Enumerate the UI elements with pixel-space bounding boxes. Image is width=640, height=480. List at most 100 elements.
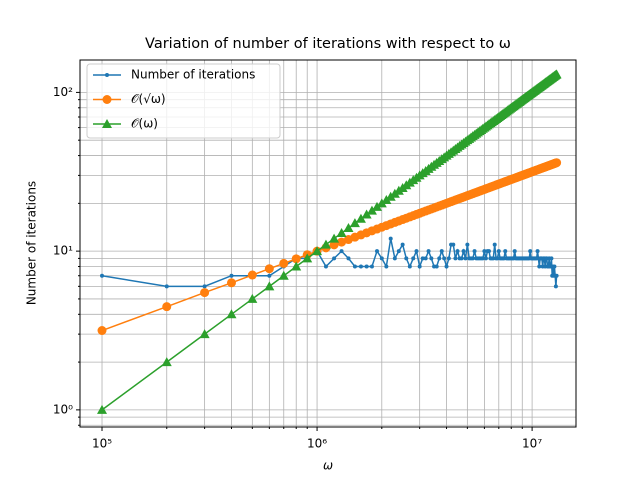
marker-dot xyxy=(480,256,485,261)
marker-triangle xyxy=(161,357,172,367)
marker-dot xyxy=(483,256,488,261)
marker-circle xyxy=(279,258,289,268)
marker-dot xyxy=(323,264,328,269)
marker-dot xyxy=(470,256,475,261)
marker-dot xyxy=(375,249,380,254)
marker-circle xyxy=(102,95,112,104)
marker-circle xyxy=(337,237,347,247)
marker-dot xyxy=(364,264,369,269)
marker-dot xyxy=(453,256,458,261)
marker-dot xyxy=(442,256,447,261)
marker-triangle xyxy=(97,404,108,414)
marker-circle xyxy=(329,240,339,250)
marker-dot xyxy=(164,284,169,289)
marker-dot xyxy=(446,256,451,261)
marker-dot xyxy=(411,256,416,261)
marker-triangle xyxy=(381,194,392,204)
legend-label: 𝒪(√ω) xyxy=(131,92,166,106)
marker-circle xyxy=(291,254,301,264)
marker-dot xyxy=(444,264,449,269)
marker-triangle xyxy=(376,198,387,208)
marker-circle xyxy=(247,270,257,280)
marker-dot xyxy=(472,249,477,254)
y-tick-label: 10⁰ xyxy=(53,402,73,416)
marker-dot xyxy=(465,242,470,247)
marker-dot xyxy=(384,264,389,269)
marker-triangle xyxy=(199,329,210,339)
marker-circle xyxy=(162,302,172,312)
marker-dot xyxy=(434,264,439,269)
marker-triangle xyxy=(264,281,275,291)
marker-triangle xyxy=(355,213,366,223)
marker-dot xyxy=(407,264,412,269)
marker-dot xyxy=(346,256,351,261)
marker-dot xyxy=(267,273,272,278)
marker-dot xyxy=(437,256,442,261)
marker-dot xyxy=(400,242,405,247)
marker-dot xyxy=(439,249,444,254)
marker-circle xyxy=(264,264,274,274)
plot-area xyxy=(97,69,562,414)
y-tick-label: 10¹ xyxy=(53,244,73,258)
y-axis-label: Number of iterations xyxy=(25,181,39,305)
marker-dot xyxy=(461,249,466,254)
marker-triangle xyxy=(312,246,323,256)
legend-label: 𝒪(ω) xyxy=(131,117,158,131)
marker-dot xyxy=(369,264,374,269)
marker-dot xyxy=(528,249,533,254)
marker-triangle xyxy=(320,239,331,249)
marker-dot xyxy=(105,73,109,77)
x-tick-label: 10⁶ xyxy=(307,437,327,451)
marker-triangle xyxy=(226,309,237,319)
marker-circle xyxy=(552,158,562,168)
axes-frame xyxy=(79,59,577,428)
marker-dot xyxy=(496,249,501,254)
marker-triangle xyxy=(343,222,354,232)
marker-triangle xyxy=(247,293,258,303)
marker-dot xyxy=(463,256,468,261)
marker-dot xyxy=(388,236,393,241)
marker-dot xyxy=(417,264,422,269)
marker-dot xyxy=(459,256,464,261)
marker-circle xyxy=(200,288,210,298)
marker-dot xyxy=(358,264,363,269)
marker-triangle xyxy=(361,209,372,219)
marker-dot xyxy=(455,249,460,254)
x-tick-label: 10⁷ xyxy=(522,437,542,451)
legend-box xyxy=(86,63,281,139)
marker-dot xyxy=(423,256,428,261)
y-tick-label: 10² xyxy=(53,85,73,99)
marker-dot xyxy=(396,249,401,254)
marker-dot xyxy=(332,256,337,261)
marker-triangle xyxy=(372,201,383,211)
marker-dot xyxy=(426,249,431,254)
marker-dot xyxy=(486,249,491,254)
x-tick-label: 10⁵ xyxy=(92,437,112,451)
marker-dot xyxy=(492,242,497,247)
marker-dot xyxy=(503,249,508,254)
marker-dot xyxy=(339,249,344,254)
marker-dot xyxy=(352,264,357,269)
marker-triangle xyxy=(349,218,360,228)
marker-dot xyxy=(482,249,487,254)
marker-triangle xyxy=(366,205,377,215)
marker-dot xyxy=(202,284,207,289)
marker-dot xyxy=(537,264,542,269)
marker-dot xyxy=(491,256,496,261)
marker-dot xyxy=(552,264,557,269)
marker-triangle xyxy=(291,261,302,271)
marker-triangle xyxy=(302,253,313,263)
marker-dot xyxy=(429,256,434,261)
marker-triangle xyxy=(336,228,347,238)
chart-title: Variation of number of iterations with r… xyxy=(145,36,511,52)
marker-dot xyxy=(549,256,554,261)
marker-dot xyxy=(554,273,559,278)
marker-triangle xyxy=(551,69,562,79)
marker-dot xyxy=(100,273,105,278)
marker-circle xyxy=(226,278,236,288)
marker-triangle xyxy=(329,233,340,243)
marker-dot xyxy=(553,284,558,289)
marker-dot xyxy=(420,256,425,261)
marker-triangle xyxy=(102,119,112,128)
